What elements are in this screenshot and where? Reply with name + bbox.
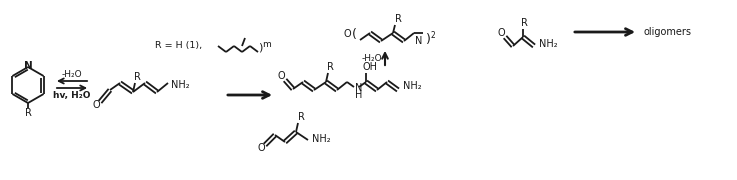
Text: R: R xyxy=(520,18,528,28)
Text: NH₂: NH₂ xyxy=(171,80,189,90)
Text: oligomers: oligomers xyxy=(644,27,692,37)
Text: hv, H₂O: hv, H₂O xyxy=(53,91,91,100)
Text: O: O xyxy=(92,100,99,110)
Text: NH₂: NH₂ xyxy=(312,134,330,144)
Text: N: N xyxy=(24,60,32,71)
Text: ): ) xyxy=(258,42,262,52)
Text: R: R xyxy=(394,14,402,24)
Text: O: O xyxy=(257,143,265,153)
Text: R: R xyxy=(298,112,304,122)
Text: -H₂O: -H₂O xyxy=(362,53,383,62)
Text: R: R xyxy=(326,62,333,72)
Text: H: H xyxy=(355,90,363,100)
Text: NH₂: NH₂ xyxy=(402,81,422,91)
Text: NH₂: NH₂ xyxy=(539,39,557,49)
Text: 2: 2 xyxy=(430,30,436,39)
Text: O: O xyxy=(497,28,505,38)
Text: N: N xyxy=(416,36,423,46)
Text: R: R xyxy=(24,108,32,118)
Text: m: m xyxy=(262,39,271,48)
Text: O: O xyxy=(277,71,284,81)
Text: OH: OH xyxy=(363,62,377,72)
Text: -H₂O: -H₂O xyxy=(62,69,83,78)
Text: R: R xyxy=(133,72,141,82)
Text: R = H (1),: R = H (1), xyxy=(155,40,202,50)
Text: (: ( xyxy=(352,28,357,40)
Text: N: N xyxy=(355,83,363,93)
Text: O: O xyxy=(343,29,351,39)
Text: ): ) xyxy=(425,33,430,46)
